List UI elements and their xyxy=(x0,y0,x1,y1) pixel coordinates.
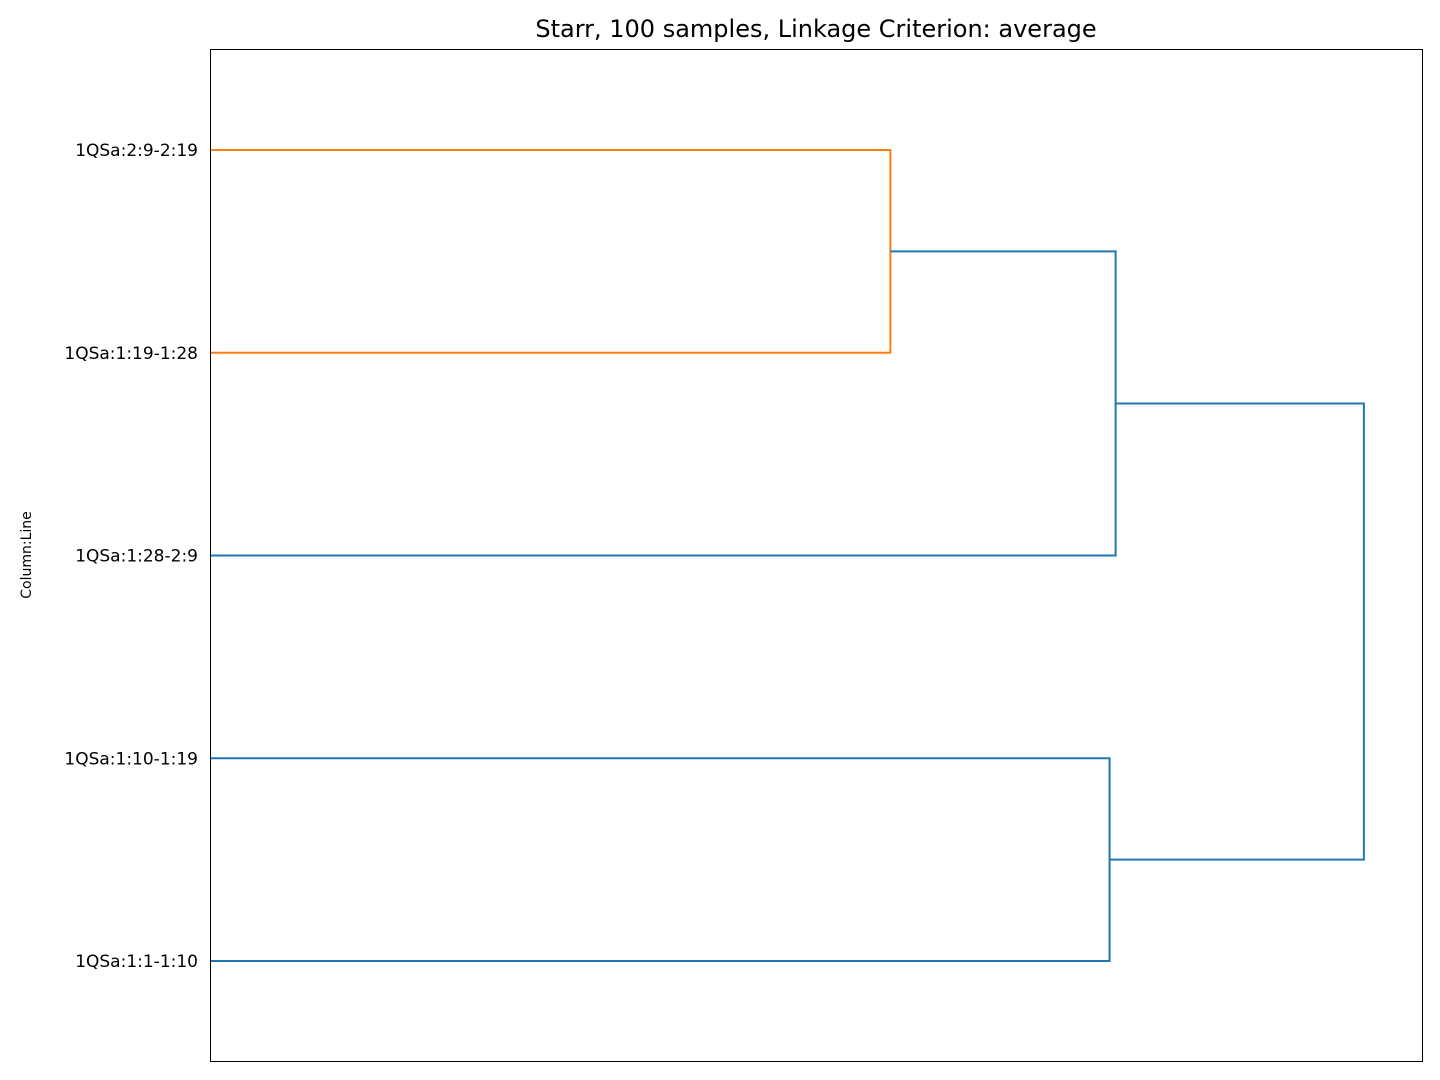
chart-title: Starr, 100 samples, Linkage Criterion: a… xyxy=(535,15,1096,43)
leaf-label: 1QSa:1:28-2:9 xyxy=(75,547,198,567)
leaf-label: 1QSa:1:19-1:28 xyxy=(64,344,198,364)
dendrogram-links xyxy=(211,149,1365,962)
dendrogram-link xyxy=(1109,402,1365,861)
leaf-labels: 1QSa:2:9-2:19 1QSa:1:19-1:28 1QSa:1:28-2:9… xyxy=(64,141,198,972)
leaf-label: 1QSa:1:10-1:19 xyxy=(64,749,198,769)
leaf-label: 1QSa:1:1-1:10 xyxy=(75,952,198,972)
dendrogram-link xyxy=(211,149,892,354)
dendrogram-link xyxy=(211,757,1111,962)
plot-frame xyxy=(210,49,1423,1062)
leaf-label: 1QSa:2:9-2:19 xyxy=(75,141,198,161)
dendrogram-link xyxy=(211,250,1117,557)
y-axis-label: Column:Line xyxy=(19,511,35,599)
